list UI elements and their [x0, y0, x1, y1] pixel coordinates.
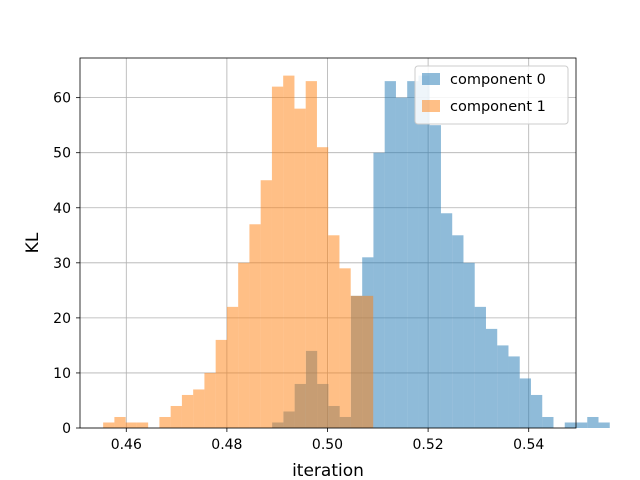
histogram-bar — [384, 81, 396, 428]
legend-label-component-0: component 0 — [450, 72, 546, 88]
histogram-bar — [395, 97, 408, 429]
histogram-bar — [339, 268, 351, 428]
x-axis-ticks: 0.46 0.48 0.50 0.52 0.54 — [111, 428, 544, 453]
x-tick-label: 0.46 — [111, 437, 142, 453]
histogram-bar — [485, 328, 498, 428]
histogram-bar — [587, 416, 599, 428]
x-tick-label: 0.54 — [513, 437, 544, 453]
histogram-bar — [564, 422, 576, 428]
histogram-bar — [238, 262, 250, 428]
histogram-bar — [440, 213, 453, 428]
y-axis-title: KL — [23, 232, 43, 253]
histogram-bar — [215, 339, 227, 428]
histogram-bar — [328, 235, 340, 428]
histogram-bar — [316, 147, 329, 429]
histogram-bar — [350, 295, 362, 428]
histogram-bar — [103, 422, 115, 428]
y-axis-ticks: 0 10 20 30 40 50 60 — [53, 91, 80, 437]
histogram-bar — [226, 306, 239, 428]
y-tick-label: 10 — [53, 366, 71, 382]
histogram-bars — [103, 75, 610, 429]
histogram-bar — [193, 389, 205, 428]
series-component-0 — [272, 75, 610, 429]
y-tick-label: 0 — [62, 421, 71, 437]
histogram-bar — [305, 81, 317, 428]
series-component-1 — [103, 75, 374, 429]
histogram-bar — [361, 295, 374, 428]
histogram-bar — [294, 108, 306, 429]
y-tick-label: 20 — [53, 311, 71, 327]
histogram-bar — [181, 394, 194, 428]
histogram-bar — [474, 306, 486, 428]
histogram-bar — [598, 422, 610, 428]
legend-label-component-1: component 1 — [450, 99, 546, 115]
y-tick-label: 40 — [53, 201, 71, 217]
histogram-bar — [519, 378, 531, 428]
histogram-bar — [530, 394, 543, 428]
histogram-bar — [575, 422, 588, 428]
histogram-bar — [452, 235, 464, 428]
y-tick-label: 60 — [53, 91, 71, 107]
x-tick-label: 0.52 — [413, 437, 444, 453]
legend: component 0 component 1 — [414, 65, 569, 125]
histogram-bar — [271, 86, 284, 428]
histogram-bar — [463, 262, 475, 428]
histogram-bar — [114, 416, 126, 428]
legend-swatch-component-0 — [422, 73, 440, 85]
histogram-bar — [136, 422, 149, 428]
histogram-bar — [170, 405, 182, 428]
histogram-bar — [159, 416, 171, 428]
plot-frame — [79, 57, 577, 429]
x-tick-label: 0.50 — [312, 437, 343, 453]
histogram-bar — [249, 224, 261, 428]
histogram-bar — [125, 422, 137, 428]
histogram-bar — [542, 416, 554, 428]
y-tick-label: 30 — [53, 256, 71, 272]
x-axis-title: iteration — [292, 461, 364, 480]
histogram-bar — [407, 81, 419, 428]
histogram-bar — [429, 125, 441, 429]
histogram-bar — [497, 345, 509, 428]
histogram-bar — [283, 75, 295, 428]
legend-box — [414, 65, 569, 125]
histogram-bar — [260, 180, 272, 428]
histogram-bar — [373, 152, 385, 428]
histogram-bar — [204, 372, 216, 428]
x-tick-label: 0.48 — [211, 437, 242, 453]
histogram-bar — [508, 356, 520, 428]
legend-swatch-component-1 — [422, 100, 440, 112]
y-tick-label: 50 — [53, 146, 71, 162]
histogram-bar — [418, 75, 430, 428]
